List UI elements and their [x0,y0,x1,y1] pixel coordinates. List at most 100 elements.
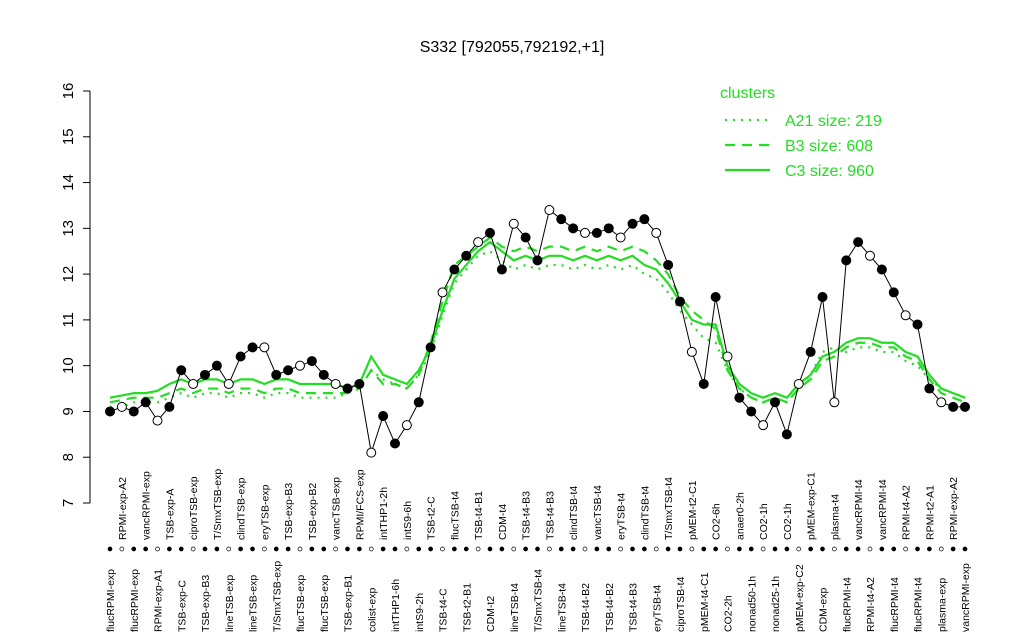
data-point [722,351,733,362]
sample-dot [642,546,647,552]
sample-dot [570,546,576,552]
sample-dot [333,546,338,552]
data-point [461,250,472,261]
data-point [936,397,947,408]
data-line [109,209,965,453]
sample-dot [772,546,778,552]
sample-dot [582,546,588,552]
data-point [259,342,270,353]
data-point [829,397,840,408]
x-tick-label: T/SmxTSB-exp [212,469,224,540]
y-tick-label: 11 [60,312,77,328]
sample-dot [321,546,327,552]
x-tick-label: pMEM-exp-C2 [794,564,806,632]
x-tick-label: RPMI/FCS-exp [354,469,366,540]
x-tick-label: TSB-t4-B3 [521,491,533,540]
x-tick-label: vancRPMI-t4 [853,479,865,540]
y-tick-label: 13 [60,220,77,237]
sample-dot [891,546,897,552]
x-tick-label: TSB-t4-B3 [628,583,640,632]
sample-dot [879,546,885,552]
data-point [888,287,899,298]
x-tick-label: nonad50-1h [746,576,758,632]
x-tick-label: intTHP1-6h [390,579,402,632]
sample-dot [107,546,113,552]
data-point [853,237,864,248]
x-tick-label: RPMI-exp-A1 [153,569,165,632]
data-point [793,378,804,389]
sample-dot [167,546,172,552]
x-tick-label: TSB-exp-C [176,580,188,632]
x-tick-label: intS9-2h [414,593,426,632]
sample-dot [962,546,968,552]
x-tick-label: TSB-t2-C [426,496,438,540]
x-tick-label: vancRPMI-exp [960,563,972,632]
x-tick-label: clindTSB-t4 [568,486,580,540]
sample-dot [927,546,932,552]
sample-dot [143,546,148,552]
x-tick-label: RPMI-t4-A2 [901,485,913,540]
x-tick-label: TSB-t4-C [438,588,450,632]
data-point [508,218,519,229]
data-point [342,383,353,394]
x-tick-label: TSB-t2-B1 [461,583,473,632]
cluster-line [110,249,966,408]
sample-dot [748,546,754,552]
sample-dot [606,546,612,552]
sample-dot [547,546,552,552]
sample-dot [190,546,196,552]
sample-dot [250,546,255,552]
data-point [948,401,959,412]
sample-dot [380,546,386,552]
x-tick-label: TSB-t4-B2 [580,583,592,632]
legend-title: clusters [720,85,775,102]
y-tick-label: 12 [60,266,77,283]
y-tick-label: 16 [60,83,77,100]
sample-dot [262,546,267,552]
sample-dot [832,546,837,552]
data-point [651,227,662,238]
sample-dot [867,546,873,552]
data-point [330,378,341,389]
x-tick-label: TSB-t4-B3 [544,491,556,540]
x-tick-label: flucTSB-t4 [449,491,461,540]
x-tick-label: RPMI-t4-A2 [865,577,877,632]
data-point [698,378,709,389]
data-point [520,232,531,243]
data-point [924,383,935,394]
data-point [960,401,970,412]
sample-dot [535,546,540,552]
legend-label: C3 size: 960 [785,163,874,180]
x-tick-label: lineTSB-t4 [509,583,521,632]
data-point [128,406,139,417]
x-tick-label: anaer0-2h [734,492,746,540]
data-point [876,264,887,275]
x-tick-label: lineTSB-exp [248,575,260,632]
sample-dot [178,546,184,552]
x-tick-label: lineTSB-t4 [556,583,568,632]
x-tick-label: T/SmxTSB-t4 [533,569,545,632]
y-tick-label: 9 [60,407,77,415]
data-point [532,255,543,266]
data-point [200,369,210,380]
data-point [639,214,650,225]
legend-label: A21 size: 219 [785,113,882,130]
data-point [211,360,222,371]
data-point [580,227,590,238]
sample-dot [428,546,433,552]
sample-dot [855,546,861,552]
x-tick-label: ciproTSB-t4 [675,576,687,632]
x-tick-label: TSB-exp-B1 [343,575,355,632]
sample-dot [285,546,291,552]
y-tick-label: 7 [60,499,77,507]
sample-dot [131,546,137,552]
sample-dot [594,546,600,552]
data-point [366,447,377,458]
sample-dot [689,546,695,552]
sample-dot [630,546,635,552]
data-point [591,227,602,238]
x-tick-label: pMEM-t2-C1 [687,480,699,540]
x-tick-label: clindTSB-t4 [639,486,651,540]
chart-title: S332 [792055,792192,+1] [420,39,605,56]
